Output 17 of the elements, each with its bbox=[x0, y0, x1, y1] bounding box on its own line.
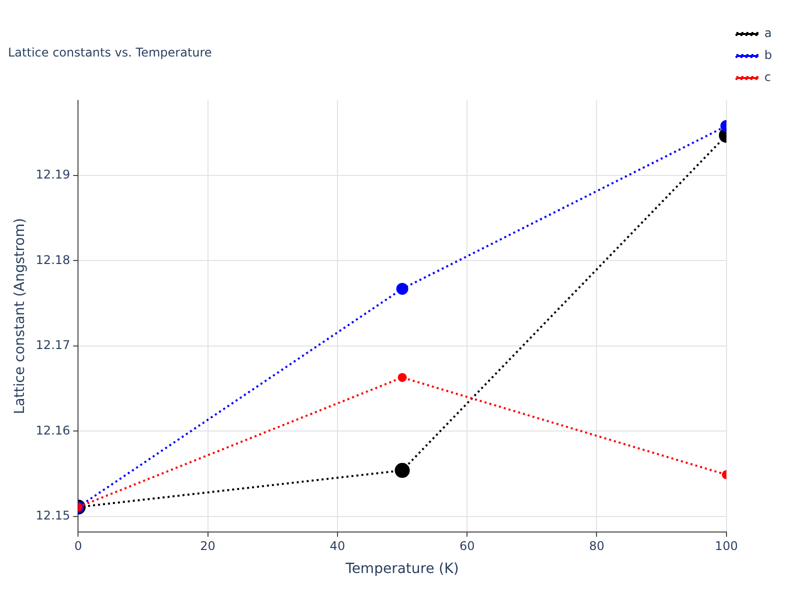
x-axis-title: Temperature (K) bbox=[344, 561, 459, 578]
legend-label: b bbox=[764, 48, 772, 62]
y-tick-label: 12.15 bbox=[36, 508, 70, 523]
y-tick-label: 12.16 bbox=[36, 423, 70, 438]
legend-label: c bbox=[764, 70, 771, 84]
chart-title: Lattice constants vs. Temperature bbox=[8, 45, 212, 60]
y-tick-label: 12.19 bbox=[36, 168, 70, 182]
y-tick-label: 12.17 bbox=[36, 338, 70, 352]
x-tick-label: 20 bbox=[200, 539, 216, 554]
y-tick-label: 12.18 bbox=[36, 252, 70, 267]
x-tick-label: 40 bbox=[330, 539, 346, 554]
legend-label: a bbox=[764, 26, 772, 40]
y-axis-title: Lattice constant (Angstrom) bbox=[12, 218, 28, 414]
x-tick-label: 80 bbox=[589, 539, 604, 554]
x-tick-label: 100 bbox=[714, 539, 738, 554]
x-tick-label: 0 bbox=[74, 539, 82, 554]
x-tick-label: 60 bbox=[459, 539, 475, 554]
